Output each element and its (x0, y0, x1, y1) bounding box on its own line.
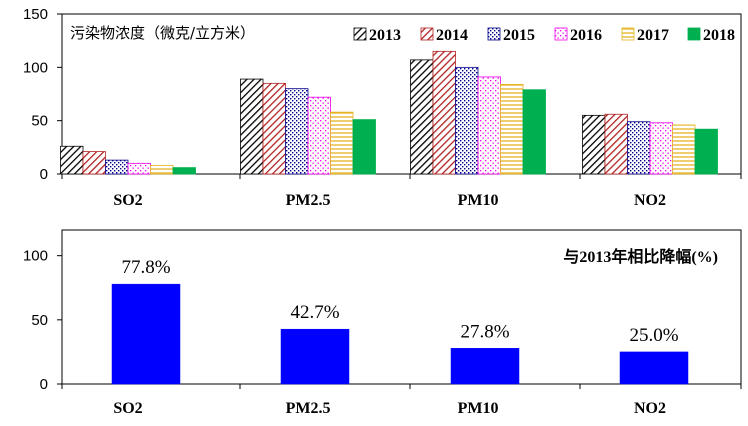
top-y-tick-label: 100 (23, 59, 48, 76)
top-category-label: SO2 (113, 192, 142, 209)
top-chart-title: 污染物浓度（微克/立方米） (70, 24, 255, 42)
legend-label-2015: 2015 (503, 27, 535, 44)
bar-2014-pm25 (262, 82, 286, 175)
bottom-category-labels: SO2 PM2.5 PM10 NO2 (113, 400, 666, 417)
bar-2015-no2 (627, 121, 651, 175)
bar-2016-pm25 (307, 96, 331, 175)
bar-2017-so2 (150, 165, 174, 175)
bar-2018-so2 (172, 167, 196, 175)
bar-2014-no2 (604, 113, 628, 175)
legend-swatch-2018 (687, 27, 701, 41)
bar-2017-no2 (672, 124, 696, 175)
legend-label-2013: 2013 (369, 27, 401, 44)
bottom-y-tick-label: 100 (23, 248, 48, 265)
top-category-labels: SO2 PM2.5 PM10 NO2 (113, 192, 666, 209)
bar-2017-pm25 (330, 111, 354, 175)
bar-2015-pm10 (455, 66, 479, 175)
bar-2015-pm25 (285, 88, 309, 175)
top-category-label: NO2 (634, 192, 666, 209)
reduction-data-label: 77.8% (121, 257, 170, 278)
legend-swatch-2017 (621, 27, 635, 41)
top-y-tick-label: 0 (40, 166, 48, 183)
top-category-label: PM10 (458, 192, 499, 209)
reduction-bar-no2 (619, 351, 689, 385)
reduction-bar-pm10 (450, 348, 520, 385)
reduction-data-label: 25.0% (629, 325, 678, 346)
top-y-axis: 0 50 100 150 (23, 6, 742, 183)
legend-swatch-2015 (487, 27, 501, 41)
legend-label-2017: 2017 (637, 27, 669, 44)
bottom-chart-title: 与2013年相比降幅(%) (563, 247, 718, 266)
top-chart-frame (61, 13, 742, 175)
top-category-label: PM2.5 (286, 192, 331, 209)
top-y-tick-label: 50 (31, 113, 48, 130)
reduction-bar-pm25 (280, 328, 350, 385)
bar-2016-so2 (127, 162, 151, 175)
bar-2018-pm10 (522, 89, 546, 175)
bottom-category-label: PM10 (458, 400, 499, 417)
bar-2013-pm10 (410, 59, 434, 175)
bottom-category-label: SO2 (113, 400, 142, 417)
bar-2017-pm10 (500, 84, 524, 175)
bar-2015-so2 (105, 159, 129, 175)
bar-2014-pm10 (432, 50, 456, 175)
reduction-data-label: 42.7% (290, 302, 339, 323)
legend-swatch-2016 (554, 27, 568, 41)
legend-label-2016: 2016 (570, 27, 602, 44)
bar-2018-pm25 (352, 119, 376, 175)
bottom-y-tick-label: 0 (40, 376, 48, 393)
legend-swatch-2013 (353, 27, 367, 41)
bar-2016-no2 (649, 122, 673, 175)
bar-2013-no2 (582, 114, 606, 175)
top-bars (60, 50, 718, 175)
bar-2018-no2 (694, 128, 718, 175)
bar-2014-so2 (82, 151, 106, 175)
bottom-bars: 77.8% 42.7% 27.8% 25.0% (111, 257, 689, 385)
bottom-category-label: PM2.5 (286, 400, 331, 417)
reduction-data-label: 27.8% (460, 321, 509, 342)
top-y-tick-label: 150 (23, 6, 48, 23)
top-legend: 2013 2014 2015 2016 2017 2018 (353, 27, 735, 44)
bar-2013-pm25 (240, 78, 264, 175)
bar-2013-so2 (60, 145, 84, 175)
bottom-category-label: NO2 (634, 400, 666, 417)
bottom-chart-frame (61, 229, 742, 385)
legend-swatch-2014 (420, 27, 434, 41)
legend-label-2014: 2014 (436, 27, 468, 44)
bottom-y-tick-label: 50 (31, 312, 48, 329)
bottom-y-axis: 0 50 100 (23, 248, 742, 393)
bar-2016-pm10 (477, 76, 501, 175)
reduction-bar-so2 (111, 283, 181, 385)
legend-label-2018: 2018 (703, 27, 735, 44)
